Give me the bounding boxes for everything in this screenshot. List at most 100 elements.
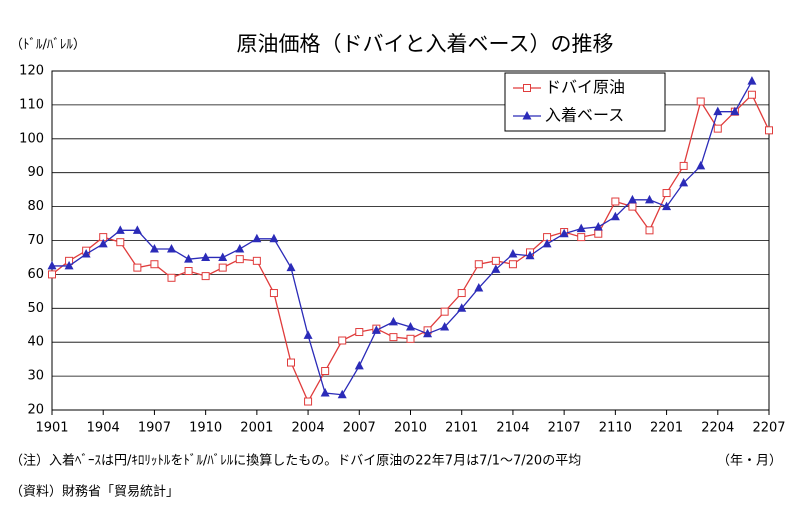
point <box>747 76 757 85</box>
point <box>235 255 244 264</box>
y-tick-label: 80 <box>27 199 44 214</box>
point <box>576 223 586 233</box>
note: （資料）財務省「貿易統計」 <box>10 484 179 500</box>
point <box>730 106 740 116</box>
point <box>628 202 637 211</box>
point <box>593 221 603 231</box>
y-axis-label: （ﾄﾞﾙ/ﾊﾞﾚﾙ） <box>10 38 86 53</box>
point <box>508 260 517 269</box>
y-tick-label: 100 <box>19 131 44 146</box>
point <box>525 250 535 260</box>
point <box>354 360 364 370</box>
point <box>696 160 706 170</box>
point <box>115 225 125 234</box>
point <box>542 238 552 248</box>
x-tick-label: 2201 <box>650 421 683 436</box>
point <box>662 201 672 211</box>
point <box>491 264 501 273</box>
point <box>662 189 671 198</box>
series-line <box>52 80 753 396</box>
y-tick-label: 50 <box>27 301 44 316</box>
point <box>679 177 689 187</box>
x-tick-label: 1910 <box>189 421 222 436</box>
point <box>201 252 211 261</box>
point <box>406 321 415 331</box>
point <box>64 260 74 270</box>
point <box>133 263 142 272</box>
point <box>713 106 723 116</box>
x-tick-label: 2104 <box>496 421 529 436</box>
point <box>406 334 415 343</box>
point <box>491 256 500 265</box>
legend-label: ドバイ原油 <box>545 78 625 97</box>
x-tick-label: 2007 <box>343 421 376 436</box>
point <box>252 233 262 243</box>
x-tick-label: 2004 <box>292 421 325 436</box>
point <box>321 367 330 376</box>
point <box>371 325 381 334</box>
y-tick-label: 90 <box>27 165 44 180</box>
point <box>184 254 194 263</box>
x-tick-label: 2107 <box>548 421 581 436</box>
y-tick-label: 70 <box>27 233 44 248</box>
legend <box>504 72 666 132</box>
point <box>218 263 227 272</box>
point <box>577 233 586 242</box>
point <box>508 249 518 258</box>
point <box>523 84 531 92</box>
point <box>713 124 722 133</box>
point <box>627 194 637 204</box>
point <box>98 238 108 248</box>
point <box>287 358 295 367</box>
point <box>594 229 603 238</box>
point <box>218 252 228 261</box>
point <box>337 389 347 399</box>
point <box>320 388 330 397</box>
point <box>611 197 620 206</box>
point <box>355 328 364 337</box>
point <box>559 228 569 238</box>
point <box>389 333 398 342</box>
point <box>149 243 159 253</box>
point <box>150 260 159 269</box>
point <box>132 225 142 234</box>
legend-label: 入着ベース <box>545 106 624 125</box>
point <box>457 303 467 312</box>
point <box>235 243 245 253</box>
x-tick-label: 2001 <box>240 421 273 436</box>
point <box>765 126 773 135</box>
point <box>252 256 261 265</box>
x-tick-label: 1907 <box>138 421 171 436</box>
point <box>269 289 278 298</box>
y-tick-label: 40 <box>27 335 44 350</box>
point <box>286 262 296 272</box>
x-tick-label: 1901 <box>35 421 68 436</box>
point <box>304 397 313 406</box>
point <box>747 90 756 99</box>
x-tick-label: 2101 <box>445 421 478 436</box>
point <box>269 233 279 243</box>
point <box>645 194 654 204</box>
point <box>522 111 532 120</box>
x-tick-label: 2110 <box>599 421 632 436</box>
point <box>474 282 484 292</box>
point <box>338 336 347 345</box>
point <box>47 260 57 270</box>
point <box>423 328 433 338</box>
x-axis-label: （年・月） <box>717 454 782 469</box>
point <box>474 260 483 269</box>
chart-title: 原油価格（ドバイと入着ベース）の推移 <box>237 32 614 56</box>
point <box>303 330 313 339</box>
point <box>388 316 398 326</box>
y-tick-label: 120 <box>19 64 44 79</box>
point <box>167 243 176 253</box>
point <box>81 249 91 258</box>
point <box>201 272 210 281</box>
x-tick-label: 1904 <box>87 421 120 436</box>
note: （注）入着ﾍﾞｰｽは円/ｷﾛﾘｯﾄﾙをﾄﾞﾙ/ﾊﾞﾚﾙに換算したもの。ドバイ原油… <box>10 453 581 469</box>
y-tick-label: 20 <box>27 403 44 418</box>
point <box>48 270 56 279</box>
y-tick-label: 60 <box>27 267 44 282</box>
point <box>167 273 176 282</box>
